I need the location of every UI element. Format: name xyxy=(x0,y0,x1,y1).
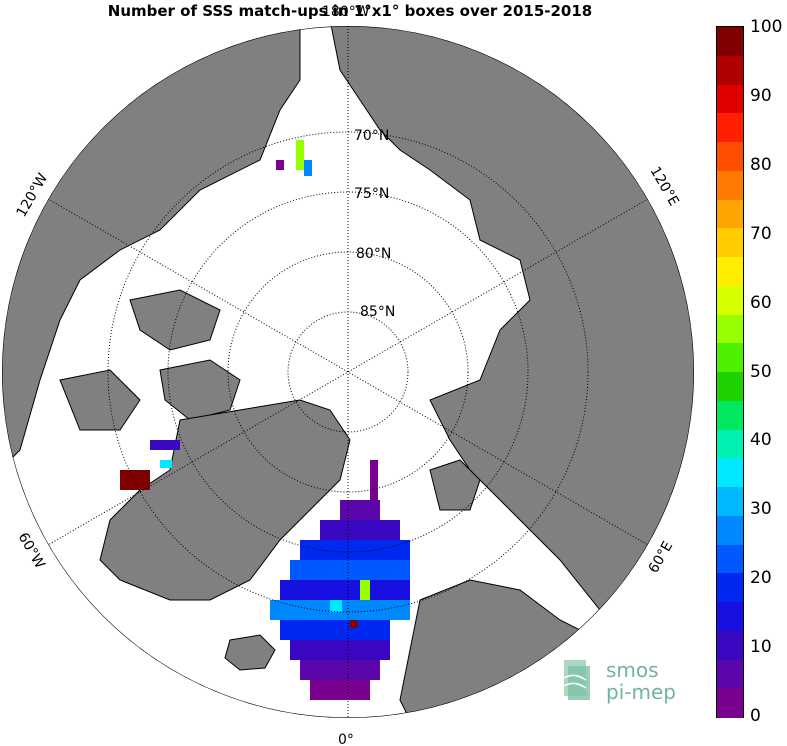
land-iceland xyxy=(224,634,276,671)
matchup-cells xyxy=(120,140,410,700)
colorbar-segment xyxy=(717,27,743,57)
colorbar-segment xyxy=(717,84,743,114)
colorbar-tick-label: 20 xyxy=(750,568,772,589)
colorbar-segment xyxy=(717,170,743,200)
land-svalbard xyxy=(429,459,481,511)
lon-label-top: 180°W xyxy=(322,4,370,20)
colorbar-tick-label: 0 xyxy=(750,706,761,726)
colorbar-segment xyxy=(717,458,743,488)
colorbar-tick-label: 70 xyxy=(750,223,772,244)
colorbar-segment xyxy=(717,544,743,574)
colorbar-segment xyxy=(717,228,743,258)
lon-label-bottom: 0° xyxy=(338,732,354,746)
colorbar-tick-label: 60 xyxy=(750,292,772,313)
lat-label-70: 70°N xyxy=(354,128,389,144)
colorbar-segment xyxy=(717,400,743,430)
colorbar-segment xyxy=(717,343,743,373)
colorbar-segment xyxy=(717,285,743,315)
colorbar-tick-label: 50 xyxy=(750,361,772,382)
map-title: Number of SSS match-ups in 1°x1° boxes o… xyxy=(107,2,593,20)
colorbar-segment xyxy=(717,257,743,287)
colorbar-segment xyxy=(717,372,743,402)
colorbar-segment xyxy=(717,688,743,718)
colorbar xyxy=(716,26,744,718)
colorbar-segment xyxy=(717,199,743,229)
colorbar-segment xyxy=(717,659,743,689)
lat-label-75: 75°N xyxy=(354,186,389,202)
colorbar-tick-label: 100 xyxy=(750,17,783,37)
colorbar-tick-label: 80 xyxy=(750,154,772,175)
lon-label-right-upper: 120°E xyxy=(647,164,682,209)
colorbar-segment xyxy=(717,429,743,459)
lat-label-85: 85°N xyxy=(360,304,395,320)
land-greenland xyxy=(99,399,351,601)
logo-text-smos: smos xyxy=(606,658,659,682)
lat-label-80: 80°N xyxy=(356,246,391,262)
colorbar-tick-label: 10 xyxy=(750,637,772,658)
logo-text-pi-mep: pi-mep xyxy=(606,680,676,704)
colorbar-segment xyxy=(717,573,743,603)
colorbar-segment xyxy=(717,487,743,517)
lon-label-right-lower: 60°E xyxy=(646,539,677,576)
colorbar-segment xyxy=(717,630,743,660)
polar-map: 70°N 75°N 80°N 85°N 180°W 0° 120°W 60°W … xyxy=(2,4,694,746)
colorbar-segment xyxy=(717,113,743,143)
smos-pi-mep-logo xyxy=(563,660,590,700)
colorbar-tick-label: 30 xyxy=(750,499,772,520)
land-eurasia xyxy=(329,26,694,621)
colorbar-segment xyxy=(717,515,743,545)
colorbar-tick-label: 90 xyxy=(750,85,772,106)
colorbar-segment xyxy=(717,55,743,85)
lon-label-left-lower: 60°W xyxy=(15,530,48,572)
land-archipelago xyxy=(59,289,241,431)
colorbar-segment xyxy=(717,602,743,632)
colorbar-segment xyxy=(717,314,743,344)
colorbar-segment xyxy=(717,142,743,172)
colorbar-tick-label: 40 xyxy=(750,430,772,451)
